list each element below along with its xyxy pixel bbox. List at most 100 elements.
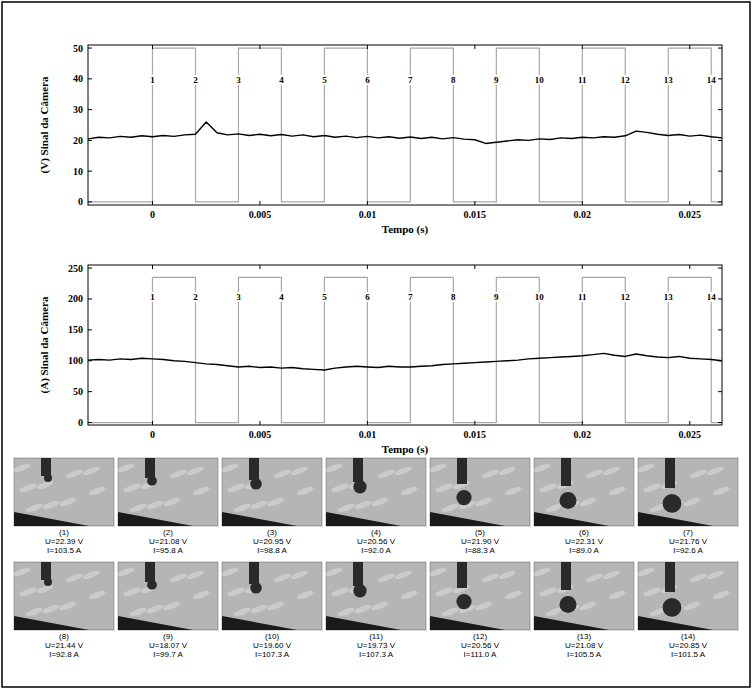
photo-texture	[123, 586, 142, 598]
figure: 00.0050.010.0150.020.02501020304050Tempo…	[0, 0, 752, 689]
chart-panel: 00.0050.010.0150.020.02501020304050Tempo…	[38, 43, 722, 236]
annotation-patch	[663, 75, 675, 85]
y-tick	[718, 360, 722, 361]
annotation: 11	[578, 292, 587, 302]
photo-texture	[331, 586, 350, 598]
data-group	[88, 277, 722, 422]
photo-frame: (1)U=22.39 VI=103.5 A	[13, 458, 114, 555]
photo-texture	[42, 603, 61, 615]
photo-texture	[689, 572, 708, 584]
photo-texture	[504, 589, 523, 601]
photo-texture	[354, 499, 373, 511]
frame-current: I=92.6 A	[673, 546, 703, 555]
frame-label: (4)	[371, 528, 381, 537]
photo-texture	[602, 465, 621, 477]
photo-texture	[689, 468, 708, 480]
photo-droplet	[147, 580, 157, 590]
photo-droplet	[44, 578, 52, 586]
photo-texture	[186, 569, 205, 581]
frame-label: (3)	[267, 528, 277, 537]
y-axis-title: (A) Sinal da Câmera	[38, 296, 51, 393]
photo-texture	[129, 502, 148, 514]
x-tick	[259, 45, 260, 49]
frame-label: (11)	[369, 632, 383, 641]
photo-texture	[163, 600, 182, 612]
x-tick	[152, 421, 153, 425]
photo-workpiece	[326, 512, 401, 526]
photo-frame: (10)U=19.60 VI=107.3 A	[221, 562, 322, 659]
photo-texture	[475, 600, 494, 612]
x-tick	[152, 265, 153, 269]
annotation-patch	[450, 75, 457, 85]
photo-texture	[65, 468, 84, 480]
photo-droplet	[147, 476, 157, 486]
photo-texture	[325, 566, 344, 578]
photo-frame: (8)U=21.44 VI=92.8 A	[13, 562, 114, 659]
y-tick	[88, 268, 92, 269]
y-tick	[88, 360, 92, 361]
frame-voltage: U=22.31 V	[565, 537, 604, 546]
y-tick	[718, 329, 722, 330]
photo-texture	[435, 586, 454, 598]
photo-texture	[117, 566, 136, 578]
frame-current: I=101.5 A	[671, 650, 706, 659]
photo-frame: (3)U=20.95 VI=98.8 A	[221, 458, 322, 555]
photo-droplet	[456, 490, 471, 505]
frame-voltage: U=21.76 V	[669, 537, 708, 546]
annotation-patch	[407, 292, 414, 302]
photo-texture	[539, 482, 558, 494]
photo-droplet	[663, 598, 682, 617]
photo-texture	[59, 496, 78, 508]
frame-voltage: U=20.56 V	[357, 537, 396, 546]
photo-electrode	[249, 458, 259, 480]
annotation: 5	[322, 292, 327, 302]
photo-texture	[129, 606, 148, 618]
photo-frame: (9)U=18.07 VI=99.7 A	[117, 562, 218, 659]
annotation: 6	[365, 292, 370, 302]
plot-background	[88, 45, 722, 205]
photo-frame: (12)U=20.56 VI=111.0 A	[429, 562, 530, 659]
photo-texture	[608, 485, 627, 497]
frame-current: I=99.7 A	[153, 650, 183, 659]
frame-label: (10)	[265, 632, 280, 641]
photo-texture	[539, 586, 558, 598]
photo-texture	[683, 496, 702, 508]
y-tick	[88, 391, 92, 392]
photo-texture	[498, 465, 517, 477]
photo-droplet	[560, 492, 577, 509]
annotation-patch	[407, 75, 414, 85]
y-tick	[718, 268, 722, 269]
photo-background	[326, 458, 426, 526]
photo-texture	[250, 603, 269, 615]
photo-workpiece	[14, 512, 89, 526]
x-tick	[259, 201, 260, 205]
photo-texture	[394, 465, 413, 477]
y-tick	[88, 422, 92, 423]
photo-texture	[25, 606, 44, 618]
photo-texture	[429, 462, 448, 474]
frame-voltage: U=21.90 V	[461, 537, 500, 546]
x-tick	[689, 45, 690, 49]
frame-voltage: U=21.08 V	[149, 537, 188, 546]
photo-electrode	[145, 562, 155, 582]
y-tick	[718, 48, 722, 49]
photo-frame: (2)U=21.08 VI=95.8 A	[117, 458, 218, 555]
photo-texture	[65, 572, 84, 584]
photo-background	[222, 458, 322, 526]
photo-electrode	[353, 458, 363, 482]
y-tick-label: 200	[68, 293, 83, 304]
frame-current: I=89.0 A	[569, 546, 599, 555]
photo-texture	[441, 502, 460, 514]
x-tick	[582, 421, 583, 425]
y-tick-label: 40	[73, 73, 83, 84]
photo-texture	[123, 482, 142, 494]
photo-texture	[19, 586, 38, 598]
photo-background	[430, 562, 530, 630]
photo-texture	[533, 566, 552, 578]
photo-texture	[25, 502, 44, 514]
y-tick-label: 30	[73, 104, 83, 115]
y-tick	[88, 109, 92, 110]
photo-texture	[706, 465, 725, 477]
frame-voltage: U=20.85 V	[669, 641, 708, 650]
y-tick-label: 10	[73, 166, 83, 177]
